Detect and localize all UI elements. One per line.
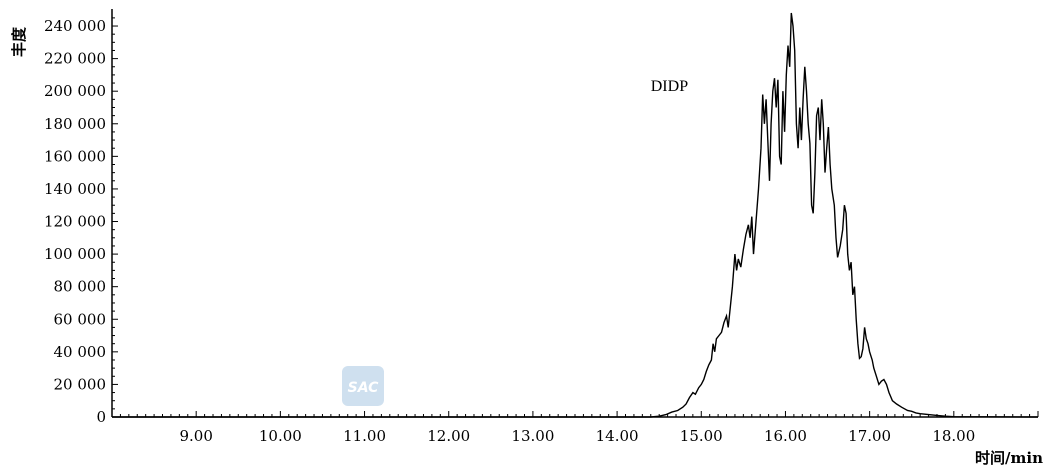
x-tick-label: 16.00 <box>764 427 807 445</box>
watermark-badge <box>342 366 384 406</box>
y-tick-label: 140 000 <box>44 180 106 198</box>
chromatogram-trace <box>112 12 1039 418</box>
y-axis-title: 丰度 <box>10 26 28 57</box>
y-tick-label: 220 000 <box>44 50 106 68</box>
x-tick-label: 12.00 <box>427 427 470 445</box>
axes <box>111 9 1038 418</box>
y-tick-label: 60 000 <box>54 310 107 328</box>
y-tick-label: 80 000 <box>54 278 107 296</box>
y-tick-label: 160 000 <box>44 147 106 165</box>
x-tick-label: 9.00 <box>179 427 212 445</box>
y-tick-label: 200 000 <box>44 82 106 100</box>
y-tick-label: 240 000 <box>44 17 106 35</box>
x-tick-label: 11.00 <box>343 427 386 445</box>
watermark-text: SAC <box>348 380 379 396</box>
watermark-logo: SAC <box>342 366 384 406</box>
y-tick-label: 0 <box>96 408 106 426</box>
y-tick-label: 20 000 <box>54 375 107 393</box>
peak-annotation-didp: DIDP <box>651 78 688 95</box>
x-tick-label: 10.00 <box>259 427 302 445</box>
x-tick-label: 13.00 <box>511 427 554 445</box>
y-tick-label: 40 000 <box>54 343 107 361</box>
y-tick-label: 100 000 <box>44 245 106 263</box>
y-tick-label: 120 000 <box>44 213 106 231</box>
y-tick-label: 180 000 <box>44 115 106 133</box>
x-tick-label: 17.00 <box>848 427 891 445</box>
x-tick-label: 15.00 <box>680 427 723 445</box>
y-tick-labels: 0 20 000 40 000 60 000 80 000 100 000 120 000 1… <box>44 17 106 426</box>
x-tick-labels: 9.00 10.00 11.00 12.00 13.00 14.00 15.00 16.00 1… <box>179 427 975 445</box>
x-tick-label: 18.00 <box>932 427 975 445</box>
x-tick-label: 14.00 <box>596 427 639 445</box>
x-axis-title: 时间/min <box>975 449 1043 467</box>
tick-marks <box>111 17 1039 418</box>
